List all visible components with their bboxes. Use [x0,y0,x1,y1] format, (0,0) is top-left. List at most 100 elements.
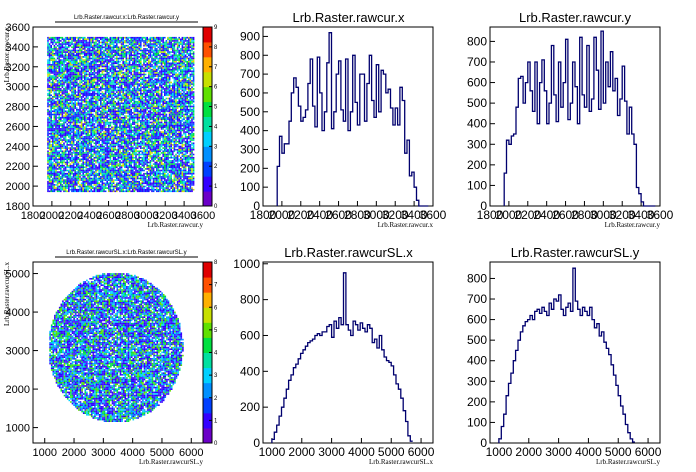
heatmap-cell [122,118,124,121]
heatmap-cell [122,48,124,50]
heatmap-cell [132,126,134,129]
heatmap-cell [130,48,132,50]
heatmap-cell [160,83,163,85]
heatmap-cell [170,88,172,90]
heatmap-cell [165,67,168,69]
heatmap-cell [144,44,147,47]
heatmap-cell [104,40,107,42]
heatmap-cell [95,78,97,81]
heatmap-cell [87,84,89,87]
heatmap-cell [63,121,65,124]
heatmap-cell [84,110,86,113]
heatmap-cell [80,107,83,109]
heatmap-cell [136,104,139,106]
heatmap-cell [58,48,60,50]
heatmap-cell [66,112,68,114]
heatmap-cell [151,108,153,111]
heatmap-cell [98,49,100,52]
heatmap-cell [144,99,147,101]
heatmap-cell [58,56,60,58]
heatmap-cell [87,80,89,82]
heatmap-cell [188,83,190,85]
heatmap-cell [130,108,132,111]
heatmap-cell [143,89,145,92]
heatmap-cell [93,100,96,103]
heatmap-cell [96,102,99,105]
heatmap-cell [175,80,177,82]
heatmap-cell [106,105,108,108]
heatmap-cell [61,38,64,41]
heatmap-cell [140,100,142,103]
heatmap-cell [192,108,195,111]
heatmap-cell [116,51,118,53]
heatmap-cell [130,131,132,133]
heatmap-cell [157,65,160,68]
heatmap-cell [76,96,78,98]
heatmap-cell [184,49,187,52]
heatmap-cell [125,78,128,81]
heatmap-cell [170,36,172,39]
heatmap-cell [108,118,110,121]
heatmap-cell [77,67,80,69]
heatmap-cell [58,60,60,63]
heatmap-cell [69,126,72,129]
heatmap-cell [72,62,75,65]
heatmap-cell [124,62,126,65]
heatmap-cell [63,84,65,87]
heatmap-cell [87,132,89,135]
heatmap-cell [63,67,65,69]
heatmap-cell [176,128,179,130]
heatmap-cell [178,83,180,85]
heatmap-cell [87,44,89,47]
heatmap-cell [116,118,118,121]
heatmap-cell [160,86,163,89]
heatmap-cell [68,60,70,63]
heatmap-cell [93,123,96,125]
heatmap-cell [50,113,52,116]
heatmap-cell [101,65,104,68]
heatmap-cell [76,97,78,100]
heatmap-cell [148,59,150,61]
heatmap-cell [181,68,184,71]
heatmap-cell [122,73,124,76]
heatmap-cell [152,112,155,114]
heatmap-cell [61,48,64,50]
heatmap-cell [180,113,182,116]
heatmap-cell [181,60,184,63]
heatmap-cell [184,97,187,100]
heatmap-cell [117,36,120,39]
heatmap-cell [183,64,185,66]
heatmap-cell [157,88,160,90]
heatmap-cell [191,81,193,84]
heatmap-cell [98,124,100,127]
heatmap-cell [106,54,108,57]
heatmap-cell [184,59,187,61]
heatmap-cell [167,97,169,100]
heatmap-cell [108,67,110,69]
heatmap-cell [156,72,158,74]
heatmap-cell [50,81,52,84]
heatmap-cell [135,124,137,127]
heatmap-cell [173,72,176,74]
heatmap-cell [151,38,153,41]
heatmap-cell [98,48,100,50]
heatmap-cell [173,84,176,87]
heatmap-cell [61,123,64,125]
heatmap-cell [69,123,72,125]
heatmap-cell [104,124,107,127]
heatmap-cell [186,105,188,108]
heatmap-cell [106,94,108,97]
heatmap-cell [92,115,94,117]
heatmap-cell [92,123,94,125]
heatmap-cell [108,54,110,57]
heatmap-cell [63,81,65,84]
heatmap-cell [56,116,59,119]
heatmap-cell [108,51,110,53]
heatmap-cell [181,44,184,47]
heatmap-cell [88,64,91,66]
heatmap-cell [79,126,81,129]
heatmap-cell [132,60,134,63]
heatmap-cell [80,88,83,90]
heatmap-cell [112,76,115,79]
heatmap-cell [88,128,91,130]
